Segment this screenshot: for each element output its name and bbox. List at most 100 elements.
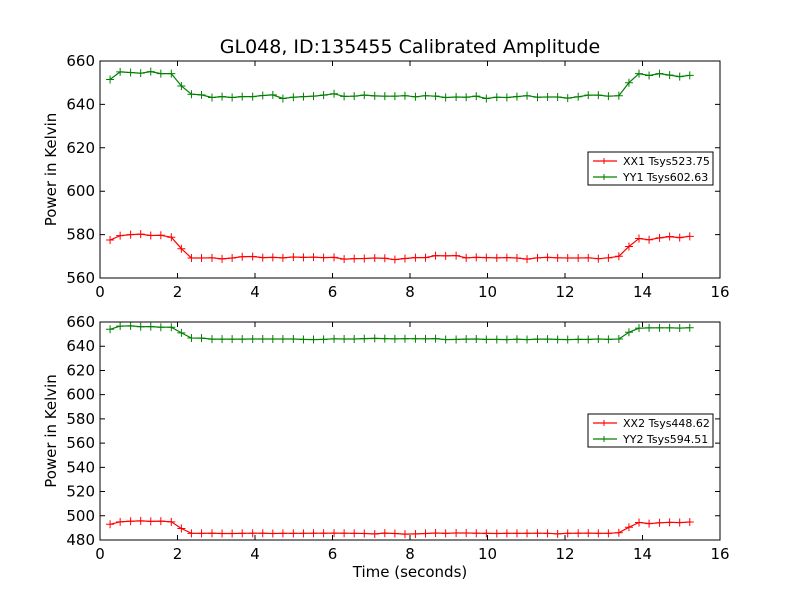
data-point-0-1-21 (319, 91, 328, 100)
data-point-0-1-15 (258, 91, 267, 100)
data-point-1-1-24 (350, 334, 359, 343)
data-point-0-1-40 (512, 92, 521, 101)
data-point-0-0-24 (350, 254, 359, 263)
data-point-0-0-11 (218, 254, 227, 263)
data-point-1-1-9 (197, 334, 206, 343)
data-point-1-1-32 (431, 334, 440, 343)
data-point-1-0-32 (431, 528, 440, 537)
data-point-1-1-12 (228, 335, 237, 344)
data-point-1-1-42 (533, 335, 542, 344)
data-point-1-0-42 (533, 529, 542, 538)
chart-title: GL048, ID:135455 Calibrated Amplitude (220, 36, 600, 58)
data-point-0-0-18 (289, 252, 298, 261)
data-point-1-1-46 (574, 335, 583, 344)
x-tick-label-0-1: 2 (173, 283, 183, 301)
data-point-1-0-34 (452, 528, 461, 537)
data-point-0-1-22 (330, 89, 339, 98)
data-point-1-0-52 (635, 518, 644, 527)
data-point-1-0-26 (370, 529, 379, 538)
data-point-0-0-25 (360, 254, 369, 263)
data-point-0-0-36 (472, 253, 481, 262)
data-point-1-1-5 (156, 323, 165, 332)
data-point-0-1-18 (289, 93, 298, 102)
data-point-1-1-25 (360, 334, 369, 343)
data-point-1-0-35 (462, 528, 471, 537)
y-tick-label-1-4: 560 (66, 434, 95, 452)
series-line-1-0 (109, 520, 690, 535)
data-point-0-1-5 (156, 69, 165, 78)
data-point-0-0-20 (309, 253, 318, 262)
series-line-0-0 (109, 233, 690, 261)
data-point-1-0-31 (421, 529, 430, 538)
data-point-0-0-23 (340, 255, 349, 264)
data-point-1-1-21 (319, 335, 328, 344)
data-point-0-0-52 (635, 234, 644, 243)
y-tick-label-0-2: 600 (66, 182, 95, 200)
data-point-0-0-56 (675, 233, 684, 242)
data-point-0-1-20 (309, 92, 318, 101)
data-point-1-0-13 (238, 529, 247, 538)
legend-marker-0-1 (601, 174, 607, 180)
data-point-0-0-40 (512, 254, 521, 263)
data-point-1-0-40 (512, 529, 521, 538)
data-point-1-1-7 (177, 328, 186, 337)
y-tick-label-0-3: 620 (66, 139, 95, 157)
data-point-0-0-21 (319, 253, 328, 262)
data-point-1-1-19 (299, 335, 308, 344)
data-point-1-1-37 (482, 335, 491, 344)
data-point-1-1-36 (472, 334, 481, 343)
data-point-1-1-41 (523, 335, 532, 344)
data-point-0-1-28 (390, 92, 399, 101)
y-tick-label-0-1: 580 (66, 226, 95, 244)
data-point-0-0-35 (462, 253, 471, 262)
data-point-1-1-31 (421, 334, 430, 343)
data-point-1-1-15 (258, 334, 267, 343)
data-point-1-0-11 (218, 529, 227, 538)
y-tick-label-0-4: 640 (66, 95, 95, 113)
data-point-1-0-1 (116, 517, 125, 526)
data-point-0-1-56 (675, 72, 684, 81)
data-point-0-0-51 (624, 242, 633, 251)
x-tick-label-1-6: 12 (555, 545, 574, 563)
data-point-0-0-17 (278, 253, 287, 262)
data-point-1-1-33 (441, 335, 450, 344)
data-point-1-1-11 (218, 335, 227, 344)
data-point-1-1-14 (248, 334, 257, 343)
x-tick-label-0-8: 16 (710, 283, 729, 301)
data-point-0-0-7 (177, 244, 186, 253)
data-point-1-1-39 (502, 335, 511, 344)
data-point-0-0-13 (238, 252, 247, 261)
legend-box-1 (587, 413, 714, 448)
x-tick-label-0-3: 6 (328, 283, 338, 301)
data-point-0-0-31 (421, 253, 430, 262)
data-point-0-0-22 (330, 253, 339, 262)
data-point-1-0-46 (574, 529, 583, 538)
data-point-0-0-27 (380, 254, 389, 263)
data-point-1-1-10 (207, 335, 216, 344)
legend-label-1-1: YY2 Tsys594.51 (622, 433, 708, 446)
data-point-0-1-35 (462, 93, 471, 102)
legend-1: XX2 Tsys448.62 YY2 Tsys594.51 (587, 413, 714, 448)
data-point-1-1-53 (645, 323, 654, 332)
data-point-0-0-32 (431, 251, 440, 260)
data-point-0-0-53 (645, 235, 654, 244)
data-point-1-1-26 (370, 334, 379, 343)
x-tick-label-0-0: 0 (95, 283, 105, 301)
data-point-1-0-39 (502, 529, 511, 538)
legend-marker-1-0 (601, 420, 607, 426)
data-point-1-0-25 (360, 529, 369, 538)
data-point-1-1-6 (167, 323, 176, 332)
data-point-0-1-55 (665, 71, 674, 80)
data-point-1-0-53 (645, 519, 654, 528)
y-tick-label-1-8: 640 (66, 337, 95, 355)
data-point-0-1-32 (431, 92, 440, 101)
data-point-0-0-39 (502, 253, 511, 262)
x-tick-label-1-3: 6 (328, 545, 338, 563)
data-point-0-1-25 (360, 91, 369, 100)
data-point-0-1-33 (441, 93, 450, 102)
series-line-0-1 (109, 70, 690, 100)
data-point-0-1-2 (126, 68, 135, 77)
data-point-0-1-54 (655, 69, 664, 78)
data-point-0-1-12 (228, 93, 237, 102)
top-panel: 0 2 4 6 8 10 12 14 16 560 580 600 620 640 660 Power in … (42, 52, 730, 301)
